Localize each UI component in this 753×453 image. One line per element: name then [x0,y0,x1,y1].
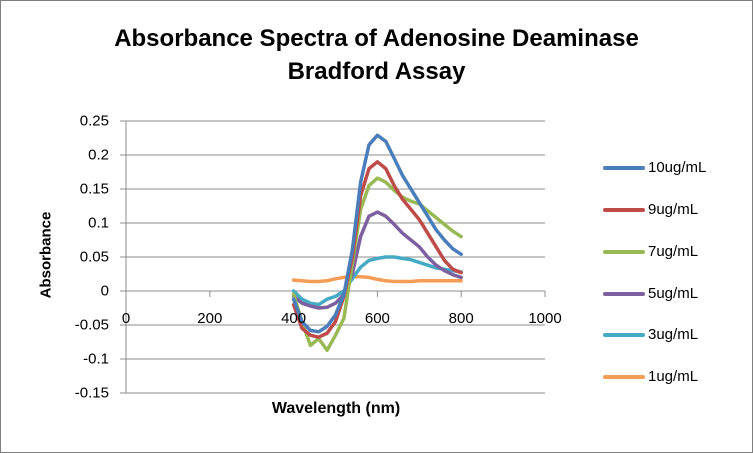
x-axis-label: Wavelength (nm) [271,400,401,417]
legend-item: 5ug/mL [603,284,743,304]
y-tick-label: 0.1 [88,214,109,232]
legend-item: 3ug/mL [603,325,743,345]
legend-label: 7ug/mL [648,243,699,260]
legend-item: 9ug/mL [603,200,743,220]
chart-title-line-2: Bradford Assay [287,58,466,85]
gridlines [120,120,545,394]
series-line-1ug/mL [291,274,463,284]
chart-title: Absorbance Spectra of Adenosine Deaminas… [0,22,753,88]
legend-item: 10ug/mL [603,158,743,178]
axes [125,121,546,393]
y-tick-label: 0.15 [79,180,109,198]
x-tick-label: 600 [364,310,390,327]
series-line-10ug/mL [291,133,463,334]
y-tick-label: 0.25 [79,112,109,130]
y-tick-label: 0.05 [79,248,109,266]
chart-title-line-1: Absorbance Spectra of Adenosine Deaminas… [114,25,639,52]
series-line-7ug/mL [291,176,463,352]
series-line-3ug/mL [291,255,463,307]
x-tick-label: 400 [281,310,307,327]
x-tick-label: 200 [197,310,223,327]
legend-label: 9ug/mL [648,201,699,218]
y-tick-label: -0.15 [74,384,109,402]
legend-swatch [603,292,645,296]
legend-swatch [603,250,645,254]
legend-swatch [603,208,645,212]
legend-swatch [603,333,645,337]
legend-swatch [603,375,645,379]
x-tick-label: 1000 [528,310,562,327]
y-axis-label: Absorbance [37,211,55,299]
legend-swatch [603,166,645,170]
x-tick-label: 0 [121,310,131,327]
data-series [291,133,463,352]
legend-label: 5ug/mL [648,285,699,302]
y-tick-label: -0.1 [83,350,109,368]
series-line-9ug/mL [291,160,463,339]
legend-label: 10ug/mL [648,159,707,176]
x-tick-label: 800 [448,310,474,327]
y-tick-label: 0 [100,282,109,300]
legend-label: 1ug/mL [648,368,699,385]
legend-label: 3ug/mL [648,326,699,343]
legend-item: 7ug/mL [603,242,743,262]
series-line-5ug/mL [291,210,463,310]
y-tick-label: 0.2 [88,146,109,164]
y-tick-label: -0.05 [74,316,109,334]
legend-item: 1ug/mL [603,367,743,387]
